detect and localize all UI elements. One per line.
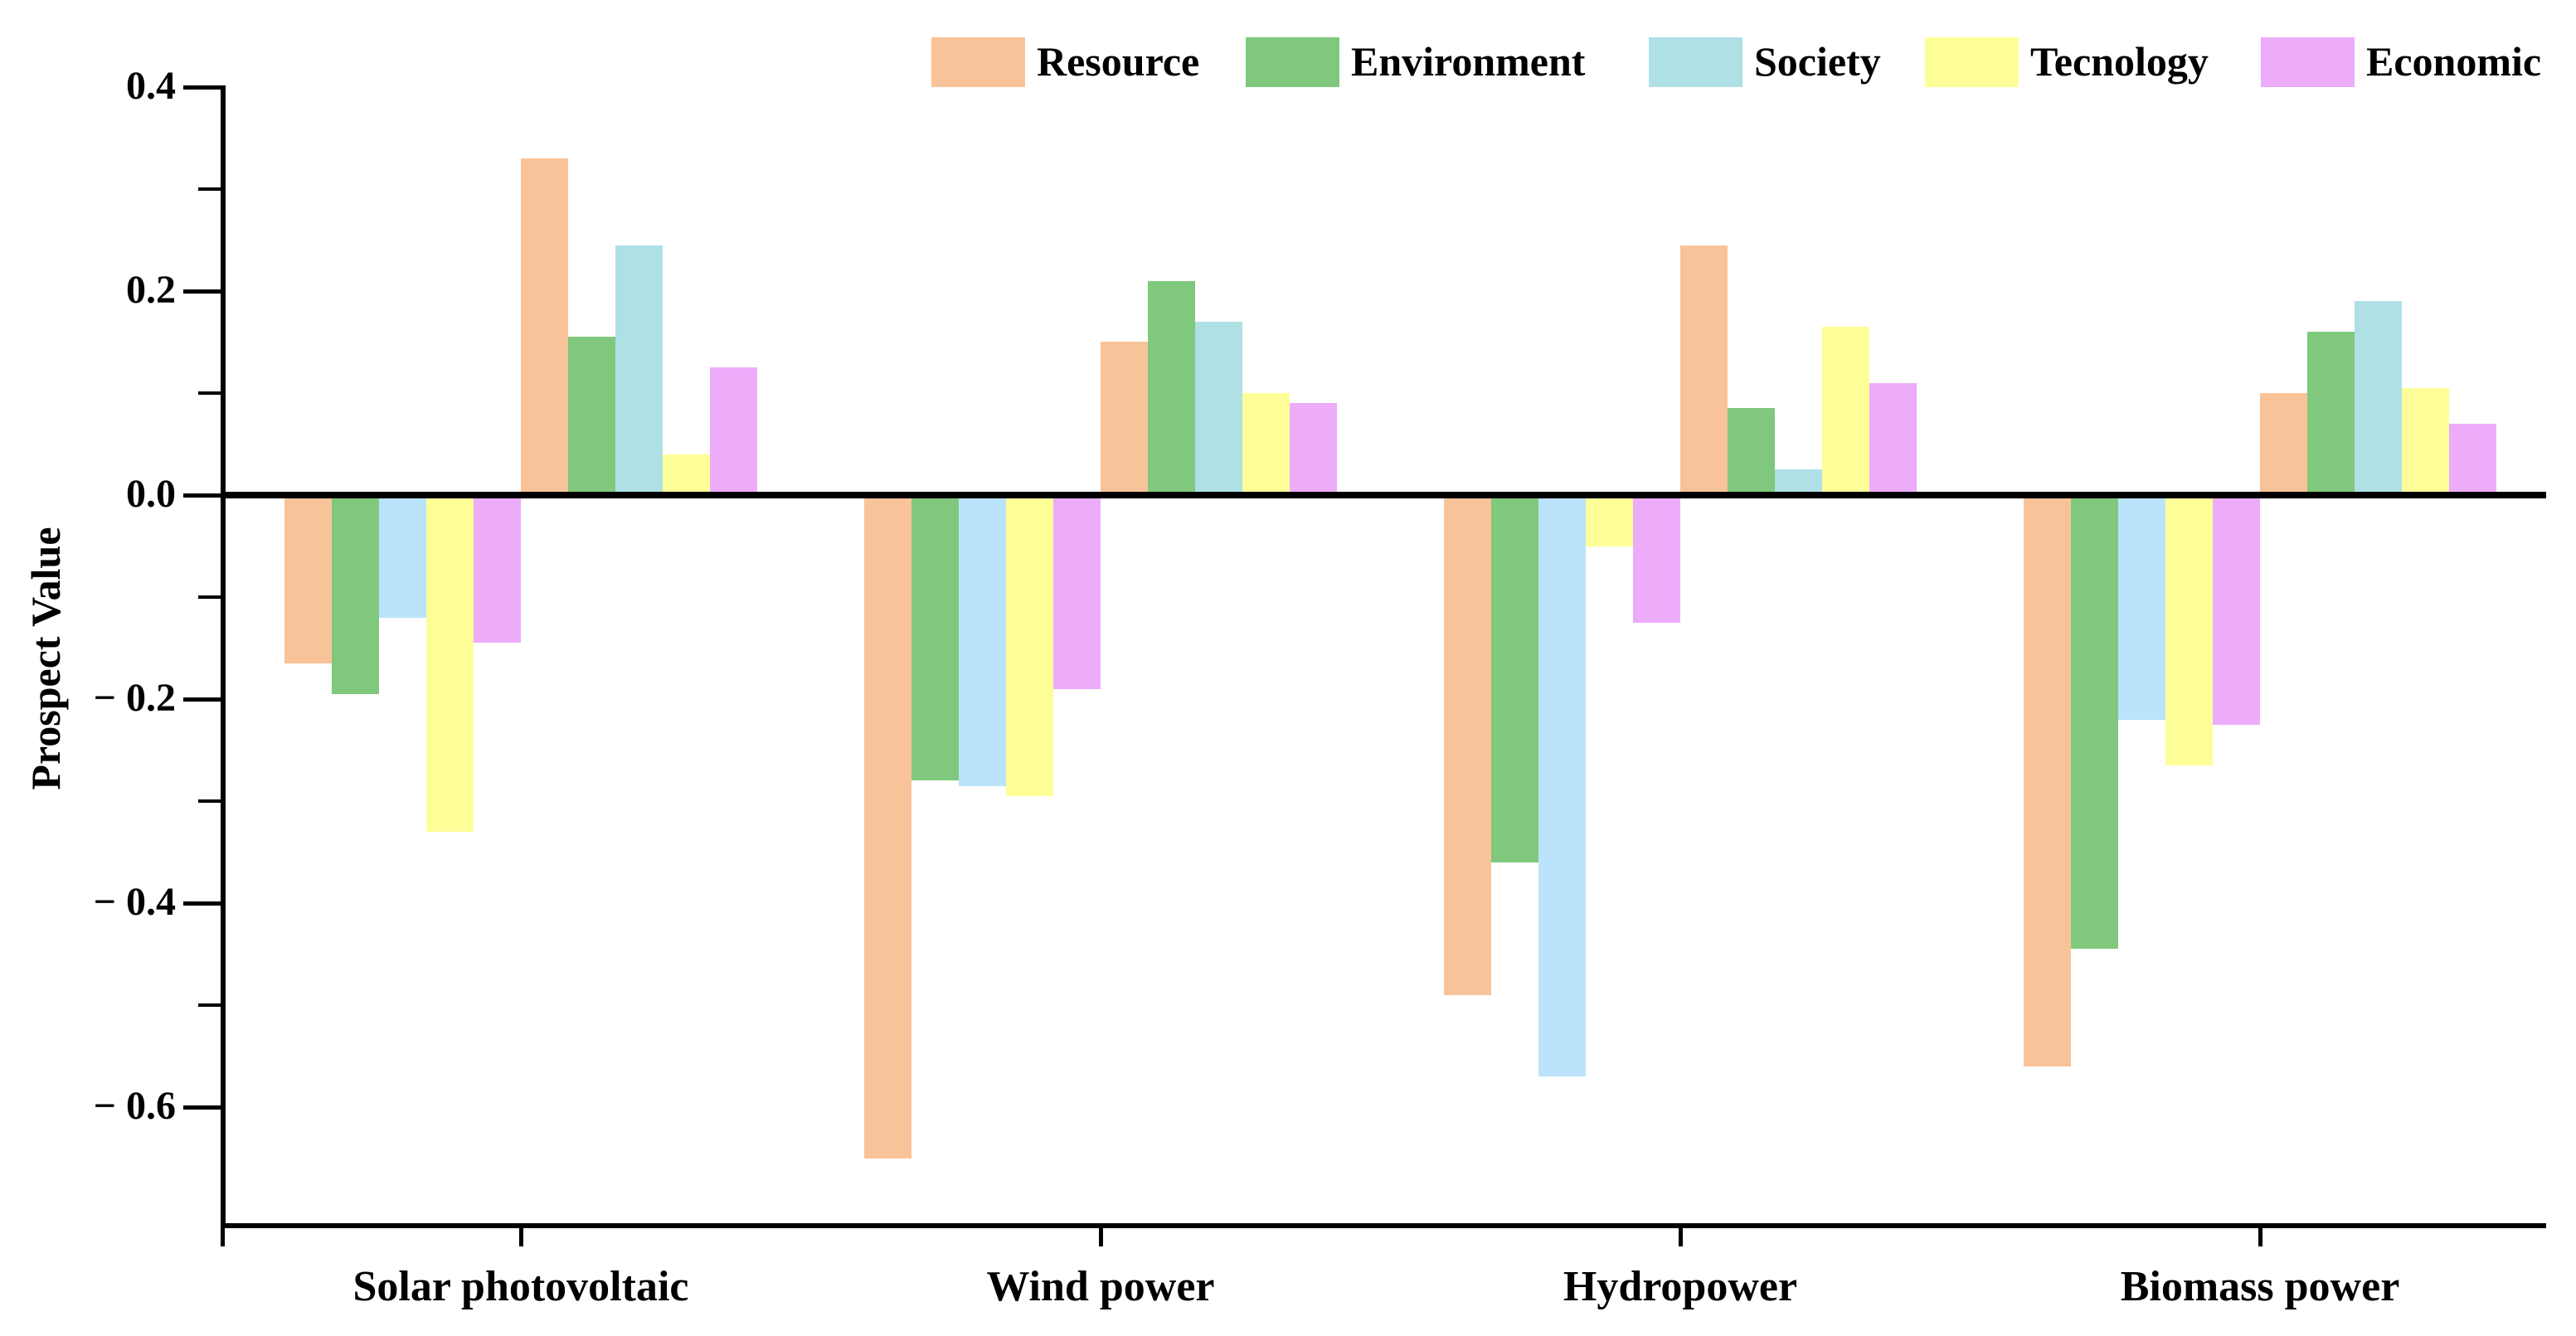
x-axis-corner-tick bbox=[221, 1228, 225, 1246]
bar-biomass-power-tecnology-negative bbox=[2165, 495, 2213, 765]
bar-hydropower-economic-positive bbox=[1869, 383, 1917, 495]
bar-hydropower-environment-positive bbox=[1728, 408, 1775, 495]
y-tick-label: 0.0 bbox=[126, 472, 176, 516]
y-tick-label: − 0.6 bbox=[93, 1084, 176, 1128]
bar-biomass-power-environment-negative bbox=[2071, 495, 2118, 949]
y-minor-tick bbox=[198, 595, 221, 599]
bar-solar-photovoltaic-resource-positive bbox=[521, 158, 568, 495]
legend-swatch-environment bbox=[1246, 37, 1339, 87]
bar-biomass-power-society-negative bbox=[2118, 495, 2165, 720]
bar-biomass-power-resource-positive bbox=[2260, 393, 2307, 495]
y-tick-label: 0.2 bbox=[126, 268, 176, 312]
y-minor-tick bbox=[198, 391, 221, 395]
bar-hydropower-economic-negative bbox=[1633, 495, 1680, 623]
x-axis-spine bbox=[221, 1223, 2546, 1228]
bar-hydropower-resource-negative bbox=[1444, 495, 1491, 995]
legend-swatch-tecnology bbox=[1925, 37, 2019, 87]
category-label-biomass-power: Biomass power bbox=[2120, 1263, 2400, 1310]
legend-label-society: Society bbox=[1754, 38, 1881, 85]
x-tick-hydropower bbox=[1679, 1228, 1683, 1246]
bar-biomass-power-environment-positive bbox=[2307, 332, 2355, 495]
bar-wind-power-society-negative bbox=[959, 495, 1006, 786]
bar-biomass-power-economic-negative bbox=[2213, 495, 2260, 725]
bar-wind-power-economic-positive bbox=[1290, 403, 1337, 495]
y-axis-spine bbox=[221, 85, 226, 1228]
x-tick-wind-power bbox=[1099, 1228, 1103, 1246]
y-tick-label: − 0.4 bbox=[93, 880, 176, 924]
bar-solar-photovoltaic-economic-positive bbox=[710, 367, 757, 495]
bar-biomass-power-tecnology-positive bbox=[2402, 388, 2449, 495]
bar-hydropower-society-positive bbox=[1775, 469, 1822, 495]
x-tick-solar-photovoltaic bbox=[519, 1228, 523, 1246]
bar-solar-photovoltaic-society-negative bbox=[379, 495, 426, 618]
bar-biomass-power-economic-positive bbox=[2449, 424, 2496, 495]
bar-biomass-power-resource-negative bbox=[2024, 495, 2071, 1066]
category-label-hydropower: Hydropower bbox=[1563, 1263, 1798, 1310]
legend-label-resource: Resource bbox=[1037, 38, 1200, 85]
bar-solar-photovoltaic-society-positive bbox=[615, 245, 663, 495]
bar-solar-photovoltaic-environment-negative bbox=[332, 495, 379, 694]
y-minor-tick bbox=[198, 799, 221, 803]
y-tick-label: 0.4 bbox=[126, 64, 176, 108]
y-minor-tick bbox=[198, 187, 221, 191]
y-major-tick-0.0 bbox=[183, 493, 221, 498]
legend: Resource Environment Society Tecnology Econo… bbox=[0, 0, 2576, 100]
bar-wind-power-resource-negative bbox=[864, 495, 911, 1159]
bar-biomass-power-society-positive bbox=[2355, 301, 2402, 495]
y-major-tick-0.4 bbox=[183, 85, 221, 90]
bar-solar-photovoltaic-tecnology-negative bbox=[426, 495, 474, 832]
bar-hydropower-tecnology-positive bbox=[1822, 327, 1869, 495]
bar-hydropower-society-negative bbox=[1538, 495, 1586, 1076]
y-major-tick-− 0.4 bbox=[183, 901, 221, 906]
bar-solar-photovoltaic-economic-negative bbox=[474, 495, 521, 643]
category-label-solar-photovoltaic: Solar photovoltaic bbox=[352, 1263, 689, 1310]
bar-wind-power-tecnology-negative bbox=[1006, 495, 1053, 796]
y-minor-tick bbox=[198, 1003, 221, 1007]
bar-wind-power-economic-negative bbox=[1053, 495, 1101, 689]
bar-wind-power-environment-negative bbox=[911, 495, 959, 780]
bar-solar-photovoltaic-resource-negative bbox=[284, 495, 332, 663]
bar-hydropower-environment-negative bbox=[1491, 495, 1538, 862]
bar-wind-power-environment-positive bbox=[1148, 281, 1195, 495]
legend-swatch-resource bbox=[931, 37, 1025, 87]
legend-label-tecnology: Tecnology bbox=[2030, 38, 2209, 85]
legend-label-environment: Environment bbox=[1351, 38, 1586, 85]
y-tick-label: − 0.2 bbox=[93, 676, 176, 720]
bar-solar-photovoltaic-tecnology-positive bbox=[663, 454, 710, 495]
y-major-tick-− 0.6 bbox=[183, 1105, 221, 1110]
bar-wind-power-resource-positive bbox=[1101, 342, 1148, 495]
zero-baseline bbox=[221, 492, 2546, 498]
bar-wind-power-tecnology-positive bbox=[1242, 393, 1290, 495]
category-label-wind-power: Wind power bbox=[986, 1263, 1215, 1310]
legend-swatch-economic bbox=[2261, 37, 2355, 87]
x-tick-biomass-power bbox=[2258, 1228, 2263, 1246]
legend-swatch-society bbox=[1649, 37, 1742, 87]
bar-solar-photovoltaic-environment-positive bbox=[568, 337, 615, 495]
bar-wind-power-society-positive bbox=[1195, 322, 1242, 495]
y-major-tick-0.2 bbox=[183, 289, 221, 294]
bar-hydropower-tecnology-negative bbox=[1586, 495, 1633, 547]
bar-hydropower-resource-positive bbox=[1680, 245, 1728, 495]
y-major-tick-− 0.2 bbox=[183, 697, 221, 702]
legend-label-economic: Economic bbox=[2366, 38, 2542, 85]
